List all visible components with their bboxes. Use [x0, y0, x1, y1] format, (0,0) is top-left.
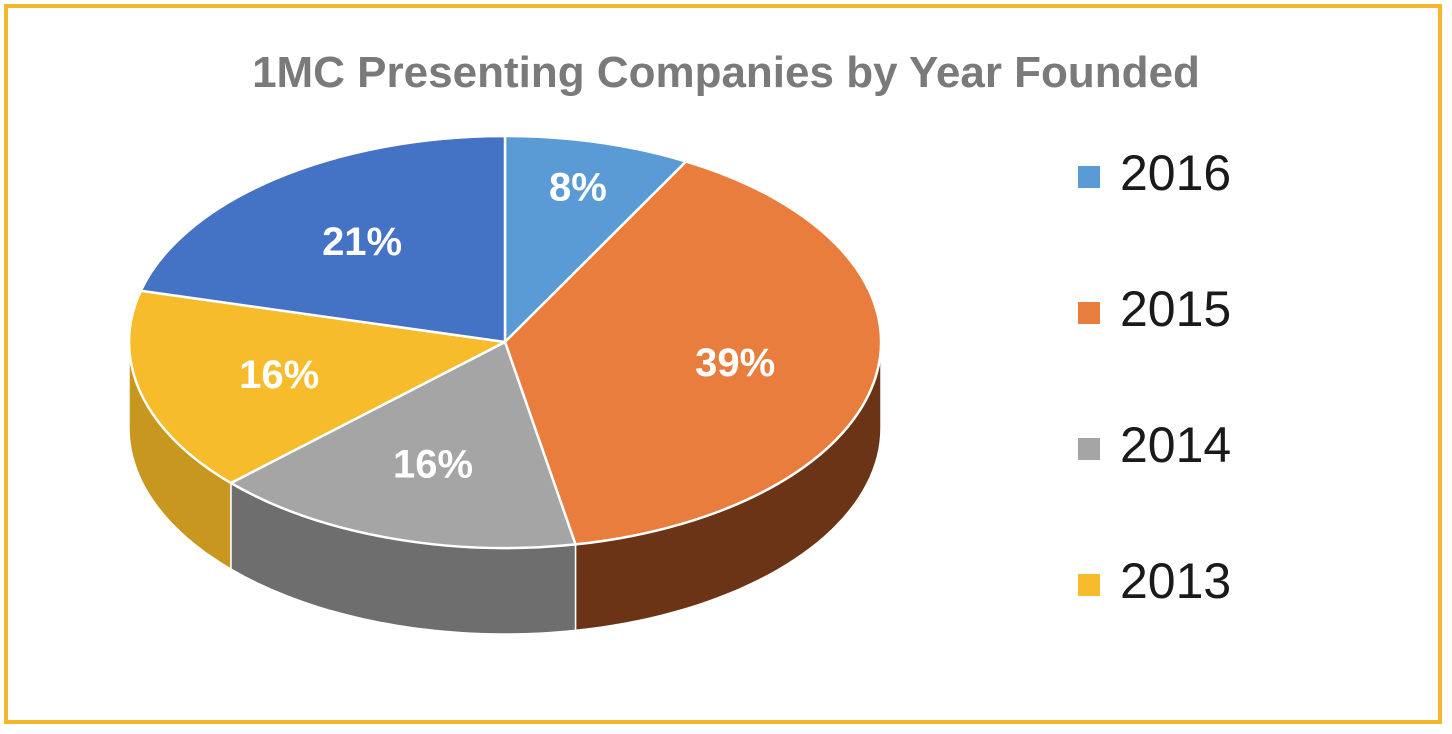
legend-label: 2013: [1120, 553, 1232, 609]
legend-swatch: [1078, 574, 1100, 596]
legend-label: 2014: [1120, 417, 1232, 473]
pie-slice-other: [139, 134, 507, 344]
pie-slices: [127, 134, 883, 550]
chart-title: 1MC Presenting Companies by Year Founded: [252, 48, 1200, 97]
pie-data-label: 16%: [239, 353, 319, 397]
pie-data-label: 21%: [322, 220, 402, 264]
pie-data-label: 8%: [549, 165, 607, 209]
pie-slice-2013: [127, 289, 507, 485]
pie-data-label: 16%: [393, 443, 473, 487]
legend-swatch: [1078, 302, 1100, 324]
pie-slice-2016: [503, 134, 688, 344]
legend-label: 2015: [1120, 281, 1232, 337]
legend-swatch: [1078, 438, 1100, 460]
pie-data-label: 39%: [695, 341, 775, 385]
pie-slice-2015: [503, 160, 883, 546]
pie-slice-2014: [229, 340, 577, 550]
pie-data-labels: 8% 39% 16% 16% 21%: [239, 165, 775, 486]
legend-swatch: [1078, 166, 1100, 188]
legend-label: 2016: [1120, 145, 1232, 201]
